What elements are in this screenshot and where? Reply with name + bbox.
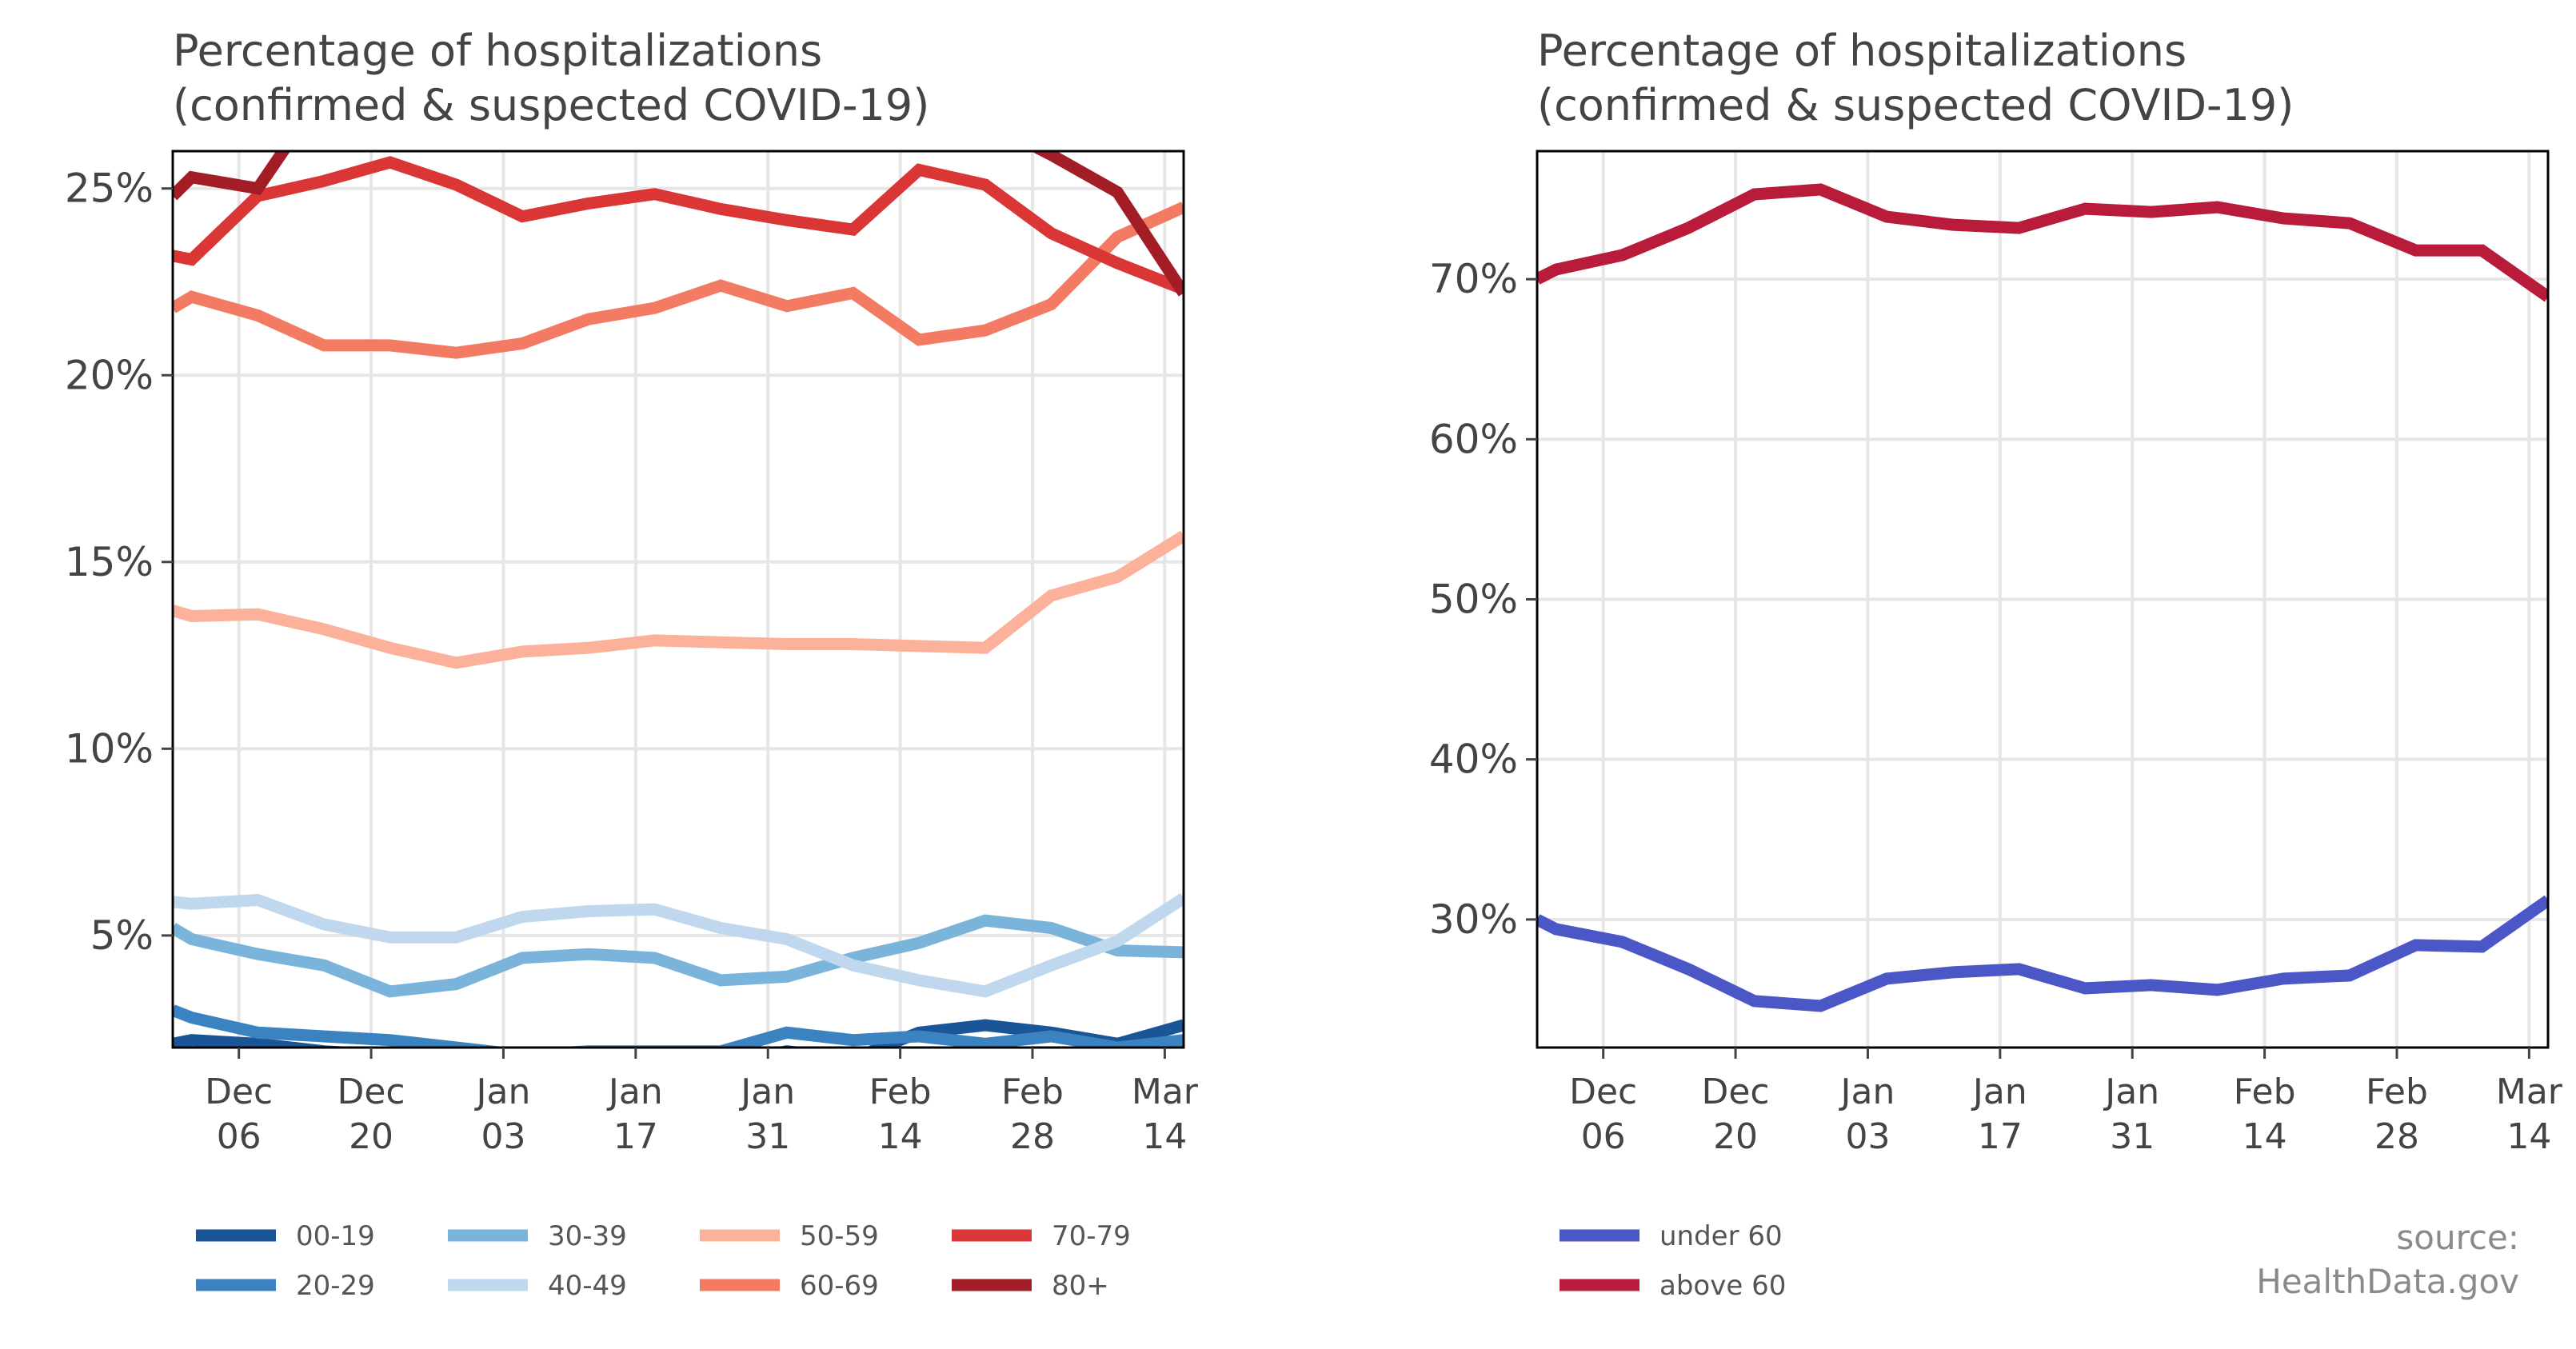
x-tick-label-day-1: 20 bbox=[1713, 1116, 1758, 1157]
x-tick-label-month-4: Jan bbox=[2103, 1072, 2159, 1112]
right-chart: Percentage of hospitalizations (confirme… bbox=[1429, 26, 2563, 1302]
series-line-60-69 bbox=[173, 202, 1184, 359]
legend-label-above-60: above 60 bbox=[1659, 1270, 1786, 1302]
legend-label-50-59: 50-59 bbox=[800, 1220, 879, 1252]
left-chart-legend: 00-19 20-29 30-39 40-49 50-59 60-69 70-79 80+ bbox=[196, 1220, 1131, 1302]
right-chart-series bbox=[1537, 183, 2548, 1012]
y-tick-label-2: 15% bbox=[65, 539, 154, 585]
x-tick-label-month-5: Feb bbox=[869, 1072, 932, 1112]
x-tick-label-day-4: 31 bbox=[745, 1116, 790, 1157]
legend-label-30-39: 30-39 bbox=[548, 1220, 627, 1252]
x-tick-label-month-0: Dec bbox=[1569, 1072, 1637, 1112]
x-tick-label-month-7: Mar bbox=[2496, 1072, 2563, 1112]
x-tick-label-day-0: 06 bbox=[217, 1116, 262, 1157]
series-line-40-49 bbox=[173, 892, 1184, 998]
x-tick-label-month-3: Jan bbox=[1971, 1072, 2027, 1112]
x-tick-label-month-2: Jan bbox=[1839, 1072, 1895, 1112]
x-tick-label-day-7: 14 bbox=[2506, 1116, 2551, 1157]
y-tick-label-2: 50% bbox=[1429, 577, 1518, 623]
y-tick-label-1: 10% bbox=[65, 725, 154, 772]
series-line-above-60 bbox=[1537, 183, 2548, 302]
series-line-50-59 bbox=[173, 530, 1184, 669]
x-tick-label-day-0: 06 bbox=[1581, 1116, 1626, 1157]
x-tick-label-day-6: 28 bbox=[2374, 1116, 2419, 1157]
x-tick-label-month-6: Feb bbox=[1001, 1072, 1064, 1112]
y-tick-label-4: 25% bbox=[65, 166, 154, 212]
legend-label-60-69: 60-69 bbox=[800, 1270, 879, 1302]
series-line-30-39 bbox=[173, 914, 1184, 998]
x-tick-label-day-1: 20 bbox=[349, 1116, 393, 1157]
left-chart: Percentage of hospitalizations (confirme… bbox=[65, 26, 1199, 1302]
x-tick-label-month-7: Mar bbox=[1132, 1072, 1199, 1112]
right-chart-title-line1: Percentage of hospitalizations bbox=[1537, 26, 2187, 76]
left-chart-title-line1: Percentage of hospitalizations bbox=[173, 26, 822, 76]
x-tick-label-month-3: Jan bbox=[606, 1072, 663, 1112]
legend-label-70-79: 70-79 bbox=[1052, 1220, 1131, 1252]
x-tick-label-month-1: Dec bbox=[1701, 1072, 1769, 1112]
left-chart-series bbox=[173, 151, 1184, 1048]
x-tick-label-month-1: Dec bbox=[337, 1072, 405, 1112]
y-tick-label-0: 5% bbox=[90, 912, 154, 959]
left-chart-grid bbox=[173, 151, 1184, 1048]
right-chart-title-line2: (confirmed & suspected COVID-19) bbox=[1537, 80, 2294, 130]
legend-label-20-29: 20-29 bbox=[296, 1270, 375, 1302]
left-chart-frame bbox=[171, 150, 1185, 1049]
y-tick-label-1: 40% bbox=[1429, 736, 1518, 783]
x-tick-label-month-6: Feb bbox=[2366, 1072, 2428, 1112]
right-chart-legend: under 60 above 60 bbox=[1560, 1220, 1786, 1302]
y-tick-label-3: 60% bbox=[1429, 416, 1518, 462]
x-tick-label-day-3: 17 bbox=[1978, 1116, 2023, 1157]
series-line-70-79 bbox=[173, 156, 1184, 295]
x-tick-label-month-5: Feb bbox=[2234, 1072, 2296, 1112]
left-chart-y-axis: 5% 10% 15% 20% 25% bbox=[65, 166, 173, 959]
x-tick-label-day-5: 14 bbox=[878, 1116, 923, 1157]
series-line-20-29 bbox=[173, 1004, 1184, 1048]
source-name: HealthData.gov bbox=[2256, 1262, 2519, 1301]
left-chart-title-line2: (confirmed & suspected COVID-19) bbox=[173, 80, 929, 130]
x-tick-label-day-2: 03 bbox=[1845, 1116, 1890, 1157]
x-tick-label-day-4: 31 bbox=[2110, 1116, 2155, 1157]
legend-label-40-49: 40-49 bbox=[548, 1270, 627, 1302]
y-tick-label-4: 70% bbox=[1429, 256, 1518, 302]
x-tick-label-day-6: 28 bbox=[1010, 1116, 1055, 1157]
x-tick-label-month-4: Jan bbox=[738, 1072, 795, 1112]
x-tick-label-month-2: Jan bbox=[474, 1072, 531, 1112]
legend-label-80-: 80+ bbox=[1052, 1270, 1109, 1302]
x-tick-label-day-2: 03 bbox=[481, 1116, 525, 1157]
x-tick-label-day-7: 14 bbox=[1142, 1116, 1187, 1157]
y-tick-label-0: 30% bbox=[1429, 896, 1518, 943]
right-chart-y-axis: 30% 40% 50% 60% 70% bbox=[1429, 256, 1537, 943]
x-tick-label-day-3: 17 bbox=[613, 1116, 658, 1157]
series-line-00-19 bbox=[173, 1019, 1184, 1048]
x-tick-label-month-0: Dec bbox=[205, 1072, 273, 1112]
x-tick-label-day-5: 14 bbox=[2243, 1116, 2287, 1157]
legend-label-under-60: under 60 bbox=[1659, 1220, 1783, 1252]
right-chart-grid bbox=[1537, 151, 2548, 1048]
series-line-under-60 bbox=[1537, 895, 2548, 1012]
y-tick-label-3: 20% bbox=[65, 352, 154, 398]
legend-label-00-19: 00-19 bbox=[296, 1220, 375, 1252]
source-label: source: bbox=[2396, 1218, 2519, 1257]
